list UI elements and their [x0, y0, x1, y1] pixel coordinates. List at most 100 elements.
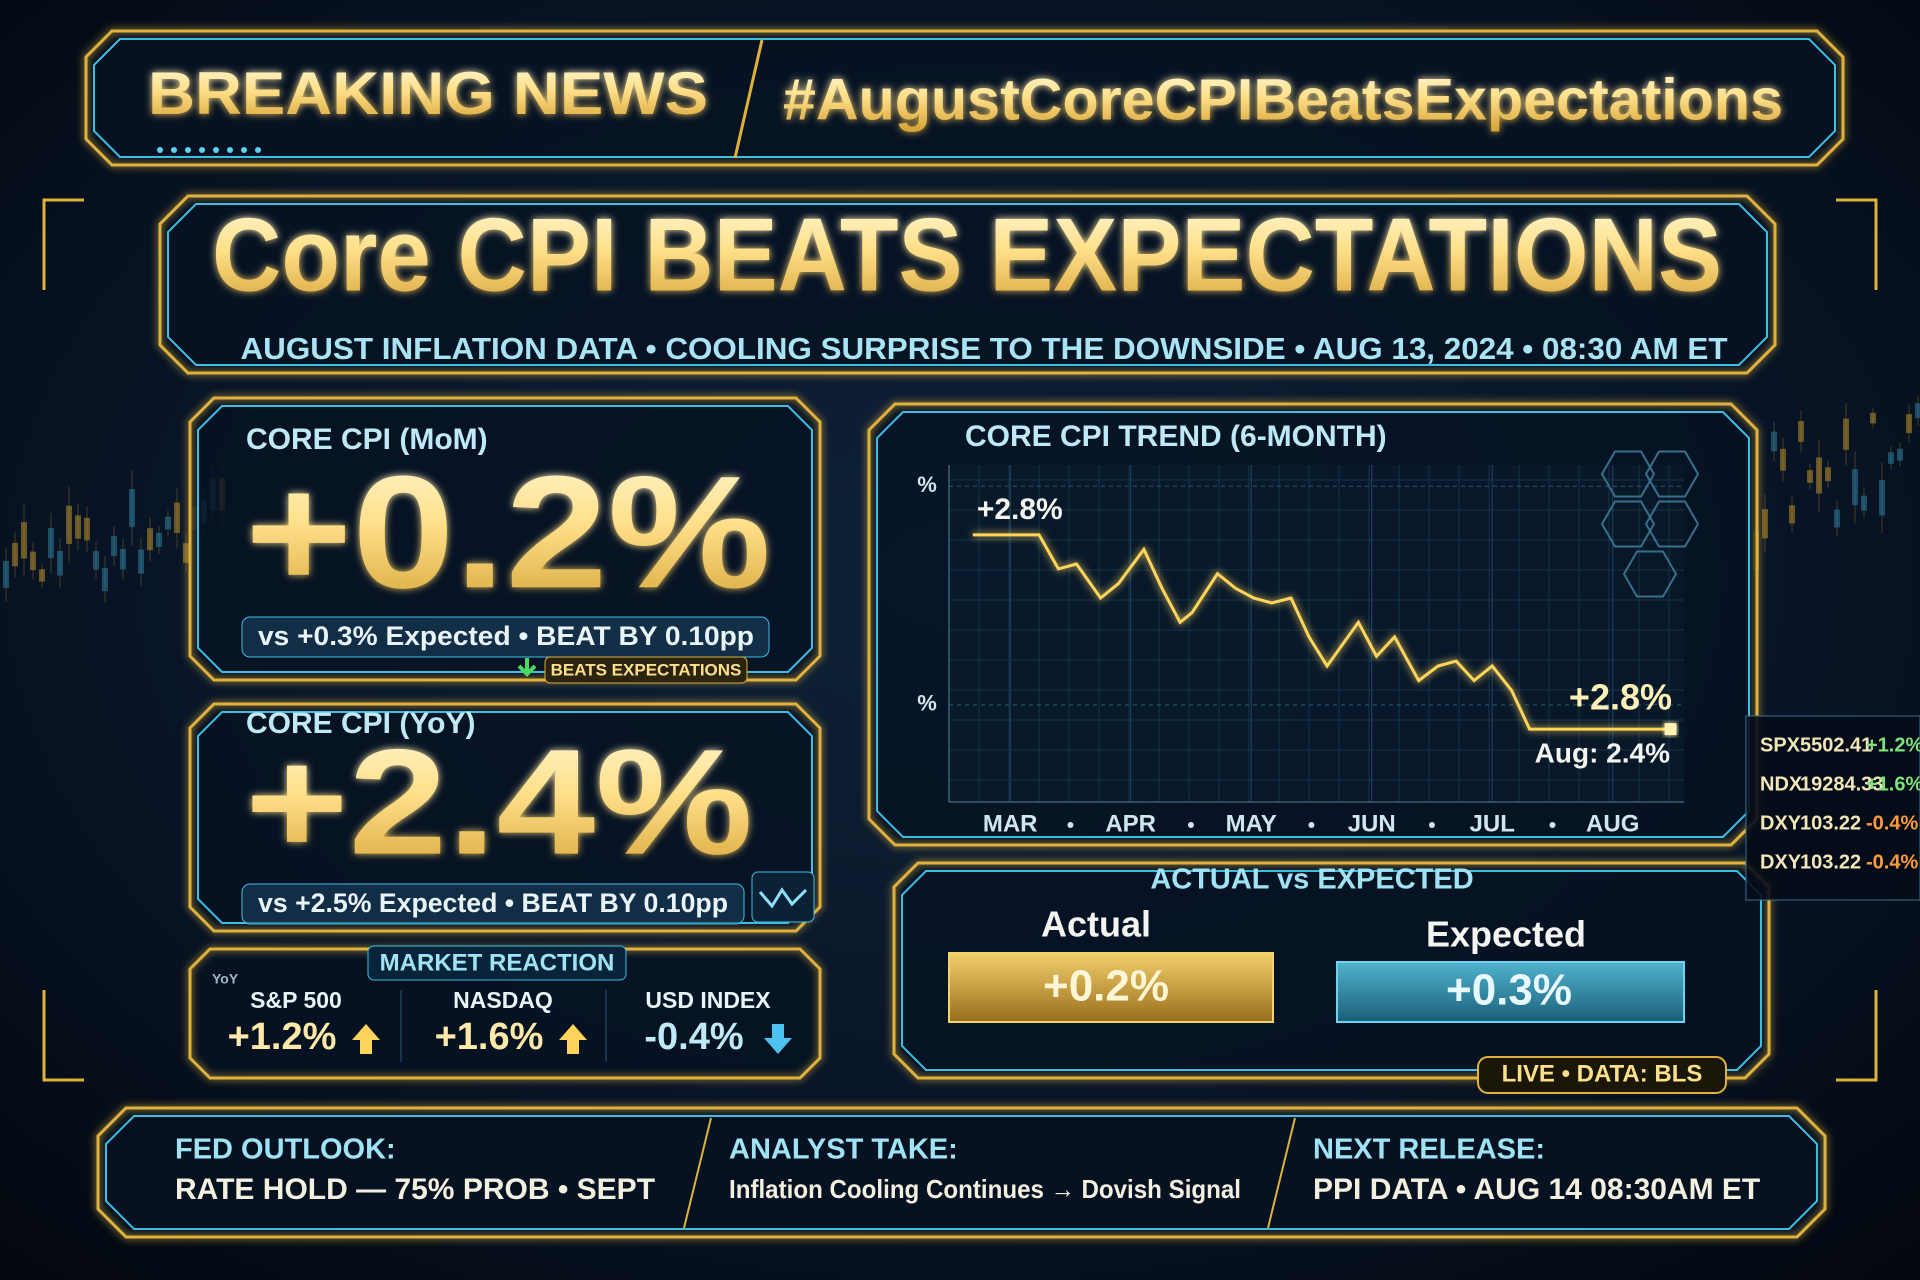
card-comparison: vs +0.3% Expected • BEAT BY 0.10pp — [258, 621, 754, 651]
candle-body — [1852, 469, 1858, 506]
footer-title: FED OUTLOOK: — [175, 1134, 396, 1166]
footer-text: PPI DATA • AUG 14 08:30AM ET — [1313, 1173, 1760, 1206]
badge-text: BEATS EXPECTATIONS — [551, 660, 742, 679]
panel-frame — [96, 1106, 1827, 1239]
panel-frame — [188, 947, 822, 1080]
candle-body — [1816, 457, 1822, 494]
comparison-label: Actual — [1041, 904, 1151, 945]
ticker-symbol: DXY — [1760, 812, 1802, 834]
x-separator-dot — [1067, 822, 1074, 828]
actual-vs-expected: ACTUAL vs EXPECTED Actual +0.2% Expected… — [948, 864, 1727, 1094]
x-separator-dot — [1187, 822, 1194, 828]
candle-body — [48, 528, 54, 559]
ticker-box — [1745, 715, 1920, 901]
candle-body — [1825, 467, 1831, 482]
source-badge — [1477, 1056, 1727, 1094]
panel-bg — [160, 196, 1775, 373]
comparison-title: ACTUAL vs EXPECTED — [1150, 864, 1473, 896]
panel-frame-inner — [93, 38, 1836, 158]
ticker-symbol: SPX — [1760, 734, 1801, 756]
x-tick-label: AUG — [1586, 810, 1639, 837]
candle-body — [147, 528, 153, 551]
x-separator-dot — [1428, 822, 1435, 828]
market-value: +1.2% — [228, 1016, 337, 1058]
hex-decoration — [1644, 500, 1700, 548]
footer-divider — [683, 1117, 712, 1229]
annotation: +2.8% — [1569, 677, 1672, 718]
candle-body — [30, 551, 36, 571]
panel-bg — [98, 1108, 1825, 1237]
header-dot — [185, 147, 191, 153]
market-name: S&P 500 — [250, 987, 342, 1013]
header-divider — [733, 39, 764, 159]
ticker-change: +1.2% — [1866, 734, 1920, 756]
card-label: CORE CPI (MoM) — [246, 423, 488, 456]
down-arrow-icon — [517, 658, 537, 677]
ticker-price: 5502.41 — [1800, 734, 1872, 756]
hashtag: #AugustCoreCPIBeatsExpectations — [783, 67, 1783, 132]
x-separator-dot — [1549, 822, 1556, 828]
candle-body — [1915, 403, 1920, 419]
market-reaction: MARKET REACTION YoY S&P 500 +1.2% NASDAQ +1… — [212, 945, 792, 1062]
market-value: +1.6% — [435, 1016, 544, 1058]
candle-body — [120, 548, 126, 570]
panel-frame — [188, 396, 822, 682]
candle-body — [129, 489, 135, 527]
candle-body — [66, 505, 72, 544]
candle-body — [93, 551, 99, 570]
x-tick-label: JUL — [1470, 810, 1515, 837]
candle-body — [3, 561, 9, 588]
candle-body — [1762, 509, 1768, 539]
market-value: -0.4% — [644, 1016, 743, 1058]
ticker-change: -0.4% — [1866, 851, 1918, 873]
comparison-value: +0.2% — [1043, 962, 1169, 1011]
x-tick-label: MAR — [983, 810, 1038, 837]
market-title: MARKET REACTION — [380, 949, 615, 976]
ticker-price: 19284.33 — [1800, 773, 1883, 795]
down-arrow-icon — [764, 1024, 792, 1054]
header-dot — [255, 147, 261, 153]
candle-body — [174, 502, 180, 533]
trend-line — [972, 533, 1671, 731]
card-value: +0.2% — [245, 442, 771, 621]
ticker-change: +1.6% — [1866, 773, 1920, 795]
panel-frame — [84, 29, 1845, 167]
card-value: +2.4% — [245, 718, 753, 886]
headline-title: Core CPI BEATS EXPECTATIONS — [212, 197, 1722, 313]
market-note: YoY — [212, 971, 239, 987]
candle-body — [21, 522, 27, 559]
candle-body — [1897, 448, 1903, 461]
panel-frame-inner — [197, 711, 813, 924]
footer-divider — [1267, 1117, 1296, 1229]
market-title-box — [367, 945, 627, 981]
footer-text: RATE HOLD — 75% PROB • SEPT — [175, 1173, 655, 1206]
wave-icon-box — [751, 871, 815, 923]
corner-bracket — [1836, 198, 1878, 290]
footer-text: Inflation Cooling Continues → Dovish Sig… — [729, 1174, 1241, 1204]
footer-title: ANALYST TAKE: — [729, 1134, 958, 1166]
hex-decoration — [1600, 450, 1656, 498]
candle-body — [138, 549, 144, 574]
footer: FED OUTLOOK: RATE HOLD — 75% PROB • SEPT A… — [175, 1117, 1760, 1229]
up-arrow-icon — [352, 1024, 380, 1054]
up-arrow-icon — [559, 1024, 587, 1054]
candle-body — [1861, 495, 1867, 511]
candle-body — [12, 542, 18, 567]
x-tick-label: MAY — [1226, 810, 1277, 837]
background-candles — [3, 395, 1920, 603]
candle-body — [1807, 470, 1813, 483]
candle-body — [156, 532, 162, 548]
x-tick-label: JUN — [1348, 810, 1396, 837]
corner-bracket — [42, 198, 84, 290]
actual-bar — [948, 952, 1274, 1023]
panel-frame-inner — [105, 1115, 1818, 1230]
y-tick-label: % — [917, 472, 937, 497]
corner-bracket — [1836, 990, 1878, 1082]
header-dot — [199, 147, 205, 153]
ticker-price: 103.22 — [1800, 851, 1861, 873]
footer-title: NEXT RELEASE: — [1313, 1134, 1545, 1166]
candle-body — [1789, 505, 1795, 524]
market-name: NASDAQ — [453, 987, 553, 1013]
